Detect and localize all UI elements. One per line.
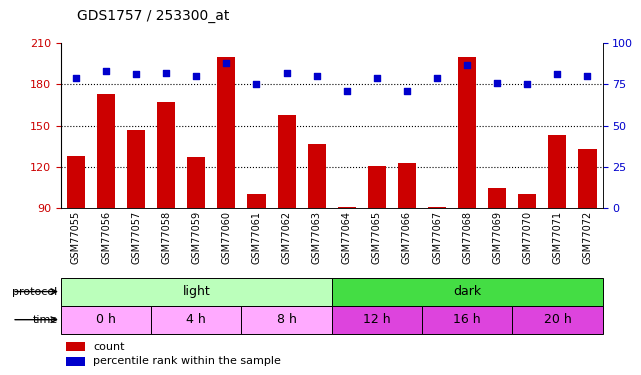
Bar xyxy=(67,156,85,208)
Point xyxy=(372,75,382,81)
Text: count: count xyxy=(94,342,125,351)
Bar xyxy=(488,188,506,208)
Bar xyxy=(422,306,512,334)
Text: percentile rank within the sample: percentile rank within the sample xyxy=(94,357,281,366)
Bar xyxy=(157,102,175,208)
Bar xyxy=(398,163,416,208)
Bar xyxy=(458,57,476,208)
Bar xyxy=(578,149,597,208)
Point xyxy=(221,60,231,66)
Text: 4 h: 4 h xyxy=(187,313,206,326)
Point xyxy=(462,62,472,68)
Point xyxy=(191,73,201,79)
Bar xyxy=(549,135,567,208)
Point xyxy=(312,73,322,79)
Bar xyxy=(428,207,446,208)
Text: dark: dark xyxy=(453,285,481,298)
Point xyxy=(583,73,593,79)
Point xyxy=(522,81,533,87)
Text: time: time xyxy=(33,315,58,325)
Text: light: light xyxy=(183,285,210,298)
Bar xyxy=(338,207,356,208)
Point xyxy=(71,75,81,81)
Text: protocol: protocol xyxy=(12,286,58,297)
Bar xyxy=(519,194,537,208)
Bar xyxy=(187,157,205,208)
Bar xyxy=(332,306,422,334)
Bar xyxy=(151,306,242,334)
Text: 20 h: 20 h xyxy=(544,313,571,326)
Bar xyxy=(97,94,115,208)
Text: GDS1757 / 253300_at: GDS1757 / 253300_at xyxy=(77,9,229,23)
Point xyxy=(432,75,442,81)
Point xyxy=(553,72,563,78)
Point xyxy=(281,70,292,76)
Bar xyxy=(217,57,235,208)
Point xyxy=(131,72,141,78)
Bar xyxy=(512,306,603,334)
Point xyxy=(342,88,352,94)
Point xyxy=(402,88,412,94)
Bar xyxy=(278,115,296,208)
Point xyxy=(161,70,171,76)
Bar xyxy=(61,306,151,334)
Bar xyxy=(242,306,332,334)
Bar xyxy=(66,342,85,351)
Bar xyxy=(247,194,265,208)
Bar xyxy=(308,144,326,208)
Text: 12 h: 12 h xyxy=(363,313,390,326)
Point xyxy=(492,80,503,86)
Bar xyxy=(332,278,603,306)
Point xyxy=(251,81,262,87)
Point xyxy=(101,68,111,74)
Bar xyxy=(127,130,145,208)
Bar xyxy=(66,357,85,366)
Text: 0 h: 0 h xyxy=(96,313,116,326)
Text: 8 h: 8 h xyxy=(277,313,297,326)
Text: 16 h: 16 h xyxy=(453,313,481,326)
Bar xyxy=(368,165,386,208)
Bar xyxy=(61,278,332,306)
